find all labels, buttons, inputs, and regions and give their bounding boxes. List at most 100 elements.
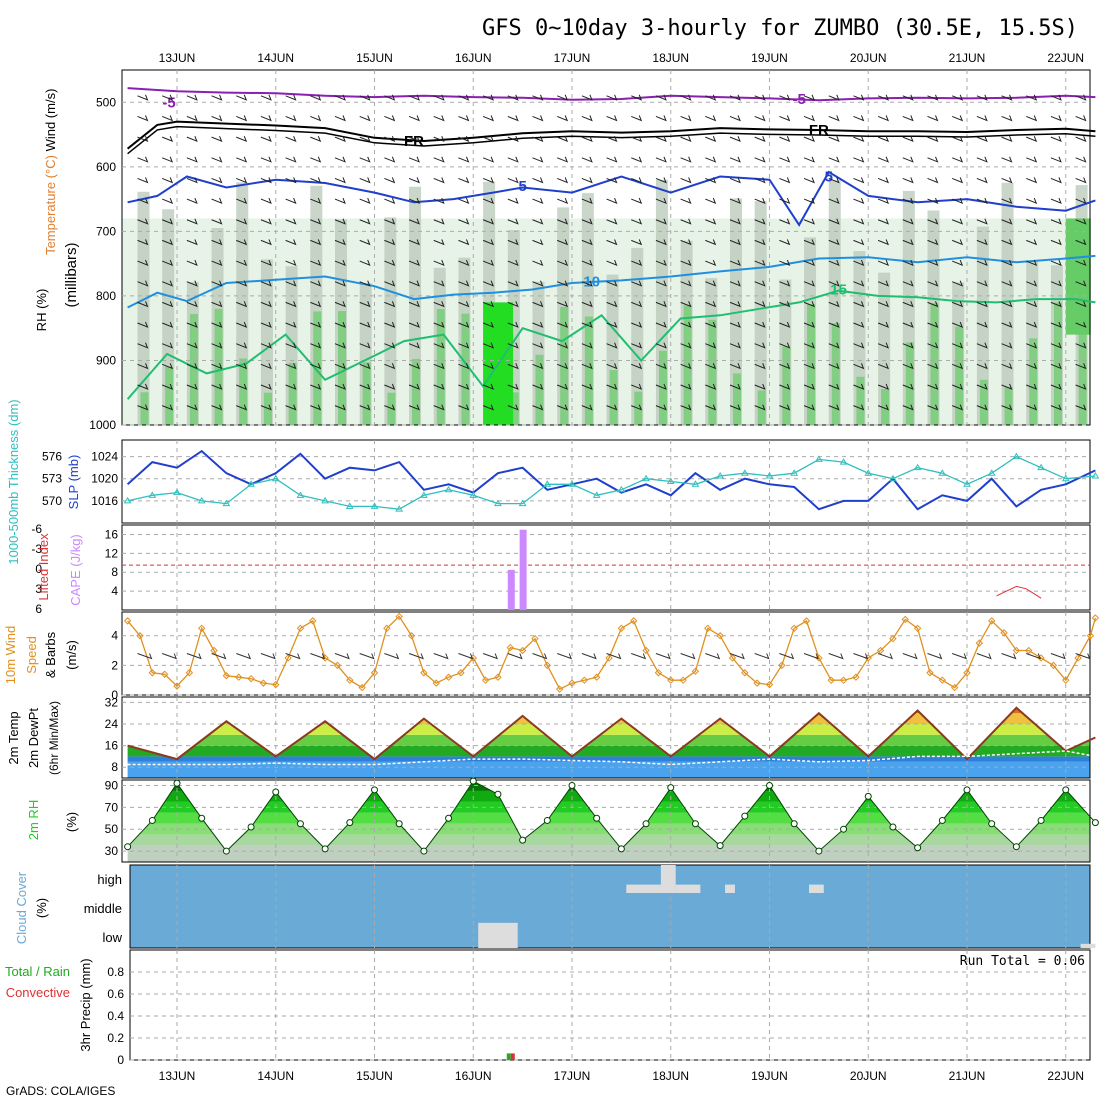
wind-barb	[310, 342, 322, 349]
wind-barb	[433, 218, 445, 225]
wind-barb	[581, 383, 593, 390]
wind-barb	[384, 177, 396, 184]
wind-barb	[779, 342, 791, 349]
thickness-marker	[197, 496, 206, 504]
wind-barb	[754, 404, 766, 411]
wind-barb	[877, 135, 890, 143]
wind-barb	[162, 383, 174, 390]
wind10m-barb	[359, 653, 375, 660]
wind-barb	[186, 197, 198, 204]
temp-band-3	[127, 734, 1090, 746]
wind-barb	[334, 177, 346, 184]
rh2m-frame	[121, 779, 1091, 863]
wind-barb	[236, 321, 248, 328]
wind-barb	[532, 363, 544, 370]
wind10m-barb	[285, 653, 301, 660]
wind10m-point	[741, 669, 749, 677]
wind-barb	[458, 259, 470, 266]
wind10m-point	[839, 676, 848, 684]
upper-air-ytick-3: 800	[96, 289, 116, 303]
wind-barb	[927, 280, 939, 287]
wind-barb	[162, 404, 174, 411]
wind-barb	[1001, 135, 1013, 143]
rh-shade-green	[560, 307, 569, 425]
wind-barb	[927, 342, 939, 349]
wind-barb	[310, 177, 322, 184]
rh2m-ytick-1: 50	[105, 822, 119, 836]
wind-barb	[359, 239, 371, 246]
wind-barb	[952, 239, 964, 246]
wind-barb	[384, 218, 396, 225]
wind-barb	[260, 321, 272, 328]
wind-barb	[803, 156, 815, 163]
wind10m-point	[160, 670, 169, 678]
thickness-marker	[839, 458, 848, 465]
wind-barb	[754, 280, 766, 287]
label-dewpt2m: 2m DewPt	[26, 708, 41, 768]
wind-barb	[705, 135, 717, 143]
wind-barb	[779, 135, 791, 143]
contour-label-3: FR	[809, 122, 829, 139]
wind-barb	[754, 259, 766, 266]
wind-barb	[482, 383, 495, 390]
label-millibars: (millibars)	[63, 243, 80, 308]
wind-barb	[162, 342, 174, 349]
rh2m-line	[127, 780, 1096, 852]
wind-barb	[606, 135, 618, 143]
wind-barb	[705, 280, 717, 287]
wind10m-point	[346, 676, 354, 684]
wind-barb	[1075, 363, 1087, 370]
slp-ytick-2: 1024	[91, 450, 118, 464]
wind-barb	[359, 197, 371, 204]
wind10m-point	[247, 674, 255, 683]
rh-shade-green	[856, 376, 865, 425]
wind-barb	[803, 363, 815, 370]
wind-barb	[384, 239, 396, 246]
wind-barb	[1001, 218, 1013, 225]
cloud-frame	[129, 864, 1091, 949]
wind-barb	[877, 404, 890, 411]
wind10m-point	[605, 654, 613, 662]
wind-barb	[606, 115, 618, 122]
wind-barb	[334, 259, 346, 266]
wind-barb	[433, 197, 445, 204]
wind-barb	[729, 280, 741, 287]
wind10m-point	[457, 669, 465, 677]
wind-barb	[137, 280, 149, 287]
cloud-clear-6	[1080, 943, 1096, 948]
wind-barb	[803, 404, 815, 411]
wind-barb	[705, 94, 717, 101]
wind-barb	[359, 156, 371, 163]
wind-barb	[952, 404, 964, 411]
wind-barb	[606, 301, 618, 308]
rh-shade-green	[165, 366, 174, 425]
wind-barb	[162, 259, 174, 266]
thickness-marker	[247, 480, 255, 487]
wind-barb	[853, 94, 865, 101]
wind-barb	[754, 135, 766, 143]
wind-barb	[606, 363, 618, 370]
wind-barb	[754, 115, 766, 122]
thickness-marker	[666, 477, 675, 484]
wind-barb	[137, 115, 149, 122]
wind-barb	[458, 342, 470, 349]
wind-barb	[334, 115, 346, 122]
wind10m-point	[802, 617, 811, 625]
wind-barb	[408, 115, 420, 122]
wind-barb	[1026, 239, 1038, 246]
wind-barb	[828, 383, 840, 390]
wind-barb	[260, 280, 272, 287]
wind-barb	[779, 259, 791, 266]
wind-barb	[631, 280, 643, 287]
label-wind10m: 10m Wind	[3, 626, 18, 685]
wind-barb	[877, 177, 890, 184]
wind10m-point	[494, 673, 502, 681]
wind-barb	[729, 197, 741, 204]
thickness-marker	[814, 455, 823, 462]
wind10m-point	[543, 661, 552, 670]
rh-shade-green	[757, 390, 766, 425]
wind-barb	[606, 259, 618, 266]
wind10m-barb	[606, 653, 622, 660]
wind-barb	[606, 156, 618, 163]
